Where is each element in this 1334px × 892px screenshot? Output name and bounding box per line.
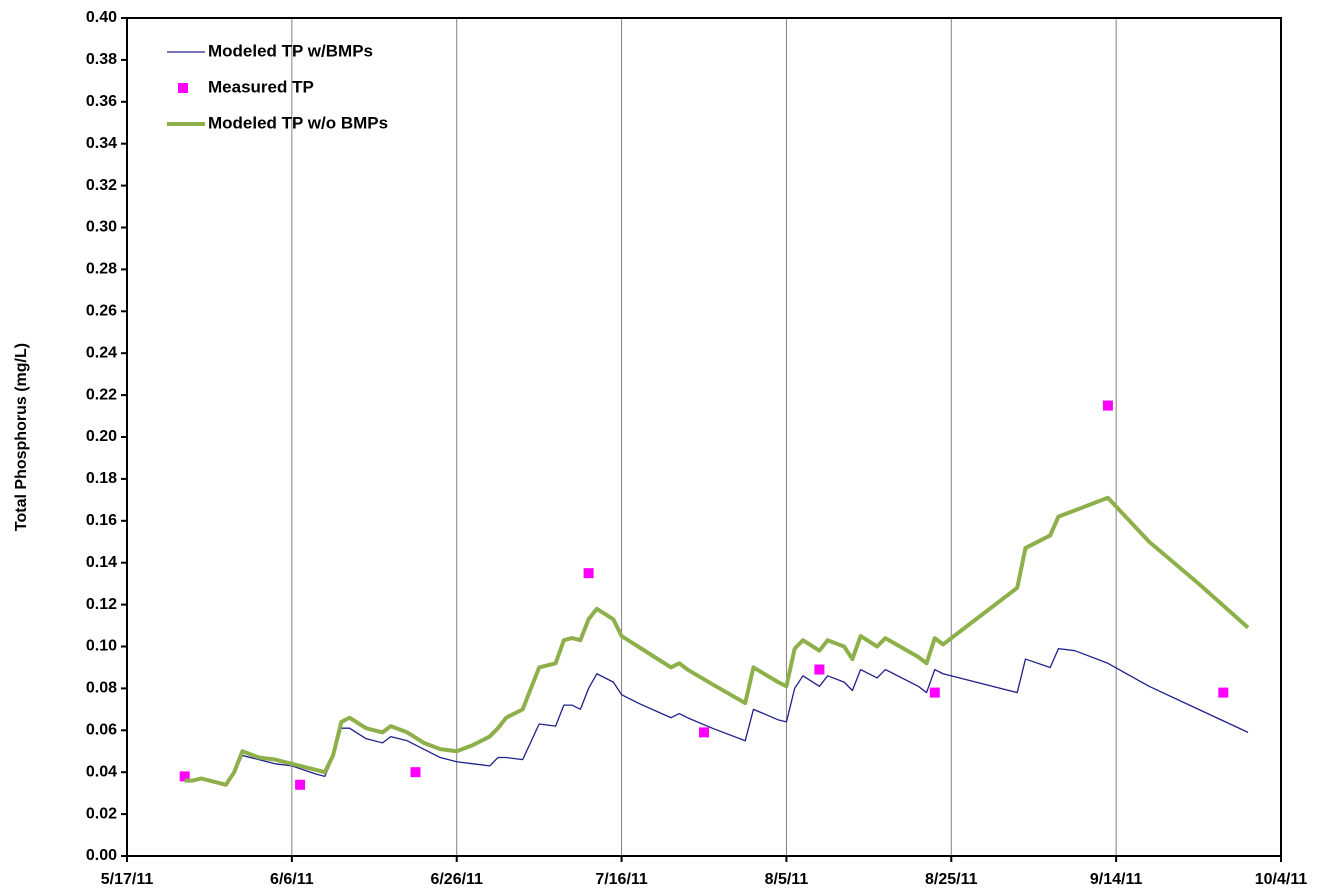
y-tick-label: 0.20 (86, 428, 117, 445)
legend-label: Modeled TP w/BMPs (208, 41, 373, 60)
y-tick-label: 0.02 (86, 805, 117, 822)
y-tick-label: 0.28 (86, 261, 117, 278)
y-tick-label: 0.22 (86, 386, 117, 403)
y-tick-label: 0.14 (86, 554, 117, 571)
data-point (1218, 687, 1229, 698)
y-tick-label: 0.10 (86, 638, 117, 655)
x-tick-label: 6/6/11 (270, 871, 314, 888)
y-tick-label: 0.06 (86, 722, 117, 739)
x-tick-label: 7/16/11 (595, 871, 648, 888)
data-point (929, 687, 940, 698)
data-point (295, 779, 306, 790)
y-tick-label: 0.26 (86, 303, 117, 320)
y-tick-label: 0.18 (86, 470, 117, 487)
legend-label: Modeled TP w/o BMPs (208, 113, 388, 132)
y-tick-label: 0.32 (86, 177, 117, 194)
data-point (814, 664, 825, 675)
x-tick-label: 8/5/11 (765, 871, 809, 888)
y-tick-label: 0.00 (86, 847, 117, 864)
legend-label: Measured TP (208, 77, 314, 96)
y-tick-label: 0.30 (86, 219, 117, 236)
data-point (179, 771, 190, 782)
y-axis-label: Total Phosphorus (mg/L) (13, 343, 30, 531)
y-tick-label: 0.24 (86, 344, 117, 361)
x-tick-label: 6/26/11 (430, 871, 483, 888)
data-line (184, 495, 1250, 787)
data-point (583, 568, 594, 579)
y-tick-label: 0.38 (86, 51, 117, 68)
x-tick-label: 10/4/11 (1255, 871, 1308, 888)
data-point (1102, 400, 1113, 411)
y-tick-label: 0.16 (86, 512, 117, 529)
plot-frame (126, 17, 1282, 857)
y-tick-label: 0.34 (86, 135, 117, 152)
x-tick-label: 9/14/11 (1090, 871, 1143, 888)
data-point (410, 767, 421, 778)
y-tick-label: 0.36 (86, 93, 117, 110)
y-tick-label: 0.40 (86, 9, 117, 26)
data-line (184, 647, 1249, 786)
x-tick-label: 8/25/11 (925, 871, 978, 888)
x-tick-label: 5/17/11 (101, 871, 154, 888)
legend-swatch (178, 83, 188, 93)
y-tick-label: 0.08 (86, 680, 117, 697)
y-tick-label: 0.04 (86, 763, 117, 780)
data-point (699, 727, 709, 738)
y-tick-label: 0.12 (86, 596, 117, 613)
